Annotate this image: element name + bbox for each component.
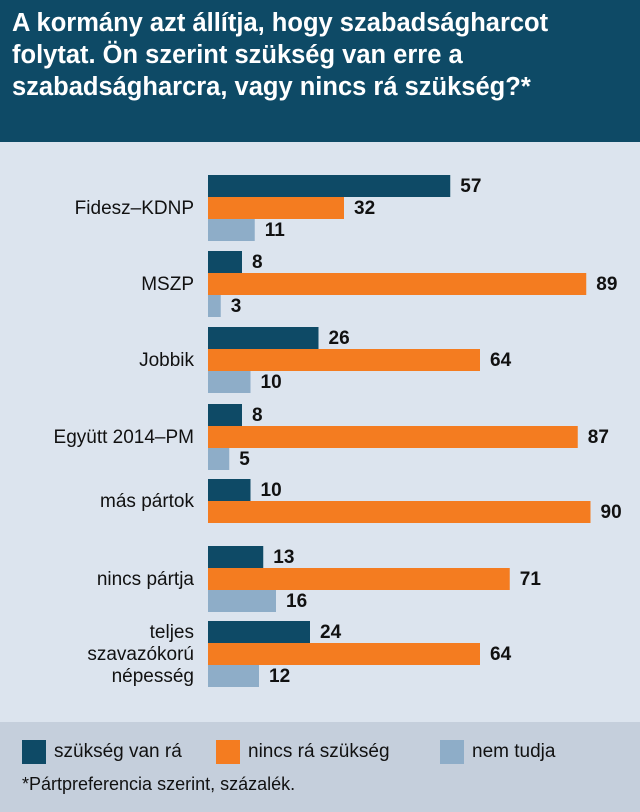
bar-nem-tudja-6 xyxy=(208,665,259,687)
category-label-1: MSZP xyxy=(141,274,194,295)
data-label-nem-tudja-0: 11 xyxy=(265,220,286,241)
legend-swatch-nem-tudja xyxy=(440,740,464,764)
data-label-szukseg-0: 57 xyxy=(460,176,481,197)
bar-nem-tudja-5 xyxy=(208,590,276,612)
bar-nincs-4 xyxy=(208,501,591,523)
bar-szukseg-1 xyxy=(208,251,242,273)
bar-nincs-1 xyxy=(208,273,587,295)
category-label-3: Együtt 2014–PM xyxy=(54,427,194,448)
data-label-szukseg-1: 8 xyxy=(252,252,263,273)
data-label-nem-tudja-5: 16 xyxy=(286,591,307,612)
data-label-szukseg-3: 8 xyxy=(252,405,263,426)
legend-swatch-nincs xyxy=(216,740,240,764)
bar-szukseg-3 xyxy=(208,404,242,426)
data-label-nem-tudja-3: 5 xyxy=(239,449,250,470)
legend-swatch-szukseg xyxy=(22,740,46,764)
data-label-nincs-1: 89 xyxy=(596,274,617,295)
bar-nem-tudja-3 xyxy=(208,448,230,470)
bar-szukseg-2 xyxy=(208,327,319,349)
bar-nincs-3 xyxy=(208,426,578,448)
data-label-szukseg-4: 10 xyxy=(261,480,282,501)
data-label-szukseg-2: 26 xyxy=(329,328,350,349)
category-label-0: Fidesz–KDNP xyxy=(75,198,194,219)
legend-label-szukseg: szükség van rá xyxy=(54,741,182,762)
legend-item-szukseg: szükség van rá xyxy=(22,740,182,764)
category-label-6: teljes szavazókorú népesség xyxy=(87,622,194,687)
bar-nem-tudja-1 xyxy=(208,295,221,317)
chart-area: 57 32 11 Fidesz–KDNP 8 89 3 MSZP 26 64 10 Jobbik 8 87… xyxy=(0,142,640,722)
data-label-nincs-6: 64 xyxy=(490,644,512,665)
bar-szukseg-4 xyxy=(208,479,251,501)
bar-nincs-0 xyxy=(208,197,344,219)
category-label-2: Jobbik xyxy=(139,350,194,371)
bar-nincs-6 xyxy=(208,643,480,665)
bar-szukseg-0 xyxy=(208,175,451,197)
data-label-nincs-0: 32 xyxy=(354,198,375,219)
data-label-nem-tudja-1: 3 xyxy=(231,296,242,317)
category-label-4: más pártok xyxy=(100,491,194,512)
data-label-nincs-4: 90 xyxy=(601,502,622,523)
data-label-nincs-5: 71 xyxy=(520,569,542,590)
bar-nem-tudja-0 xyxy=(208,219,255,241)
category-label-5: nincs pártja xyxy=(97,569,195,590)
data-label-nem-tudja-6: 12 xyxy=(269,666,290,687)
data-label-nincs-2: 64 xyxy=(490,350,512,371)
bar-nincs-5 xyxy=(208,568,510,590)
data-label-nem-tudja-2: 10 xyxy=(261,372,282,393)
bar-szukseg-5 xyxy=(208,546,264,568)
legend: szükség van rá nincs rá szükség nem tudj… xyxy=(0,722,640,812)
bar-nem-tudja-2 xyxy=(208,371,251,393)
legend-label-nem-tudja: nem tudja xyxy=(472,741,556,762)
bar-szukseg-6 xyxy=(208,621,310,643)
data-label-szukseg-6: 24 xyxy=(320,622,342,643)
data-label-nincs-3: 87 xyxy=(588,427,609,448)
footnote: *Pártpreferencia szerint, százalék. xyxy=(22,774,296,794)
legend-item-nem-tudja: nem tudja xyxy=(440,740,555,764)
legend-label-nincs: nincs rá szükség xyxy=(248,741,390,762)
data-label-szukseg-5: 13 xyxy=(273,547,294,568)
bar-chart: 57 32 11 Fidesz–KDNP 8 89 3 MSZP 26 64 10 Jobbik 8 87… xyxy=(54,175,622,687)
legend-item-nincs: nincs rá szükség xyxy=(216,740,390,764)
bar-nincs-2 xyxy=(208,349,480,371)
chart-header: A kormány azt állítja, hogy szabadsághar… xyxy=(0,0,640,142)
chart-title: A kormány azt állítja, hogy szabadsághar… xyxy=(12,9,549,101)
